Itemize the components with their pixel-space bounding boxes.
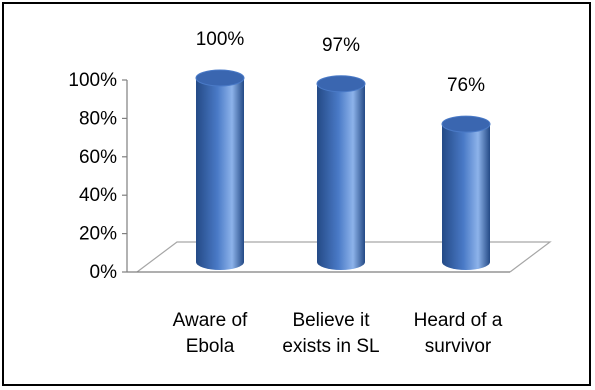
data-label: 100% <box>196 29 245 50</box>
bar-body <box>317 83 365 270</box>
data-label: 97% <box>322 35 360 56</box>
category-label: Believe it <box>292 310 370 331</box>
bars <box>195 69 491 270</box>
data-label: 76% <box>447 75 485 96</box>
data-labels: 100% 97% 76% <box>196 29 485 96</box>
y-tick-labels: 0% 20% 40% 60% 80% 100% <box>68 70 127 283</box>
category-label: Heard of a <box>414 310 503 331</box>
category-label: Ebola <box>186 336 235 357</box>
bar <box>441 115 491 270</box>
bar-body <box>442 124 490 270</box>
y-tick-label: 20% <box>79 224 117 245</box>
y-tick-label: 60% <box>79 147 117 168</box>
y-tick-label: 80% <box>79 108 117 129</box>
bar-top <box>441 115 491 133</box>
bar-body <box>196 78 244 270</box>
category-label: Aware of <box>173 310 248 331</box>
category-label: survivor <box>425 336 492 357</box>
category-labels: Aware of Ebola Believe it exists in SL Heard… <box>173 310 503 357</box>
y-axis <box>126 80 510 273</box>
category-label: exists in SL <box>282 336 379 357</box>
y-tick-label: 100% <box>68 70 117 91</box>
bar <box>195 69 245 270</box>
chart-frame <box>2 2 591 386</box>
y-tick-label: 40% <box>79 185 117 206</box>
y-tick-label: 0% <box>90 262 118 283</box>
bar-top <box>316 75 366 93</box>
bar-top <box>195 69 245 87</box>
bar <box>316 75 366 270</box>
